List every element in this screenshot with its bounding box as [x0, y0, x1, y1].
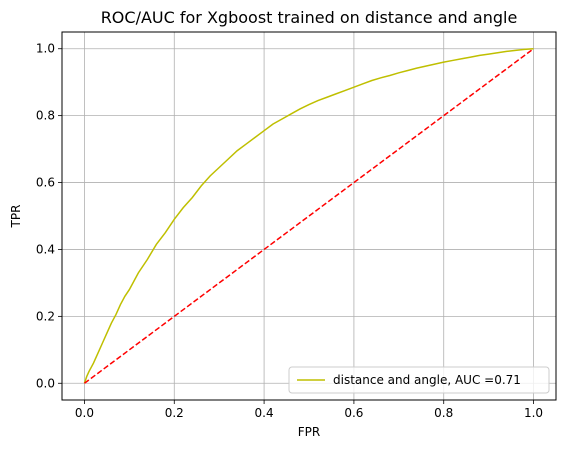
legend-box: [288, 366, 550, 394]
x-tick-label: 0.0: [75, 406, 94, 420]
roc-curve-line: [83, 47, 534, 384]
plot-frame: [61, 31, 557, 401]
diagonal-reference-line: [84, 48, 534, 384]
series-layer: [83, 47, 534, 384]
ticks-layer: 0.0 0.2 0.4 0.6 0.8 1.0 0.0 0.2 0.4 0.6 0.8 1.0: [36, 42, 543, 420]
y-tick-label: 0.2: [36, 309, 55, 323]
y-tick-label: 0.0: [36, 376, 55, 390]
legend-entry-label: distance and angle, AUC =0.71: [333, 373, 521, 387]
y-tick-label: 0.6: [36, 176, 55, 190]
y-tick-label: 0.4: [36, 242, 55, 256]
y-axis-label: TPR: [9, 205, 23, 229]
y-tick-label: 0.8: [36, 109, 55, 123]
x-tick-label: 0.2: [165, 406, 184, 420]
chart-title: ROC/AUC for Xgboost trained on distance …: [101, 8, 518, 27]
y-tick-label: 1.0: [36, 42, 55, 56]
x-tick-label: 0.8: [434, 406, 453, 420]
x-tick-label: 0.4: [255, 406, 274, 420]
x-tick-label: 0.6: [344, 406, 363, 420]
legend: distance and angle, AUC =0.71: [288, 366, 550, 394]
grid-layer: [62, 32, 556, 400]
x-axis-label: FPR: [298, 425, 320, 439]
x-tick-label: 1.0: [524, 406, 543, 420]
